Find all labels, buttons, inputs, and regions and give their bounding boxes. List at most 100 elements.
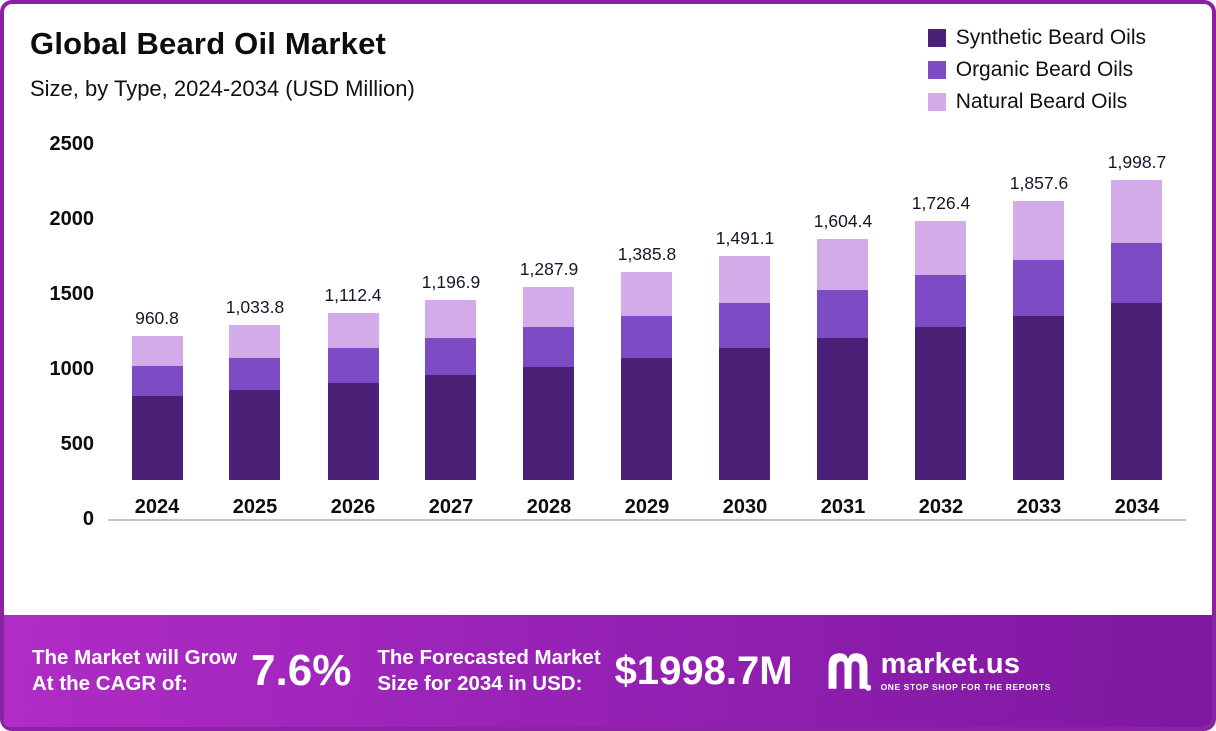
stacked-bar (229, 324, 281, 480)
chart-subtitle: Size, by Type, 2024-2034 (USD Million) (30, 76, 415, 101)
bar-segment-organic (327, 348, 379, 383)
bar-column: 960.8 2024 (108, 105, 206, 519)
bar-column: 1,196.9 2027 (402, 105, 500, 519)
x-axis-label: 2026 (330, 496, 376, 518)
bar-value-label: 1,196.9 (421, 272, 481, 293)
legend-swatch-organic (927, 61, 946, 79)
y-tick-label: 500 (60, 433, 94, 455)
bar-segment-natural (1013, 201, 1065, 260)
bar-segment-natural (915, 221, 967, 276)
bar-value-label: 1,287.9 (519, 258, 579, 279)
brand-group: market.us ONE STOP SHOP FOR THE REPORTS (825, 648, 1051, 694)
legend-item: Synthetic Beard Oils (927, 26, 1146, 50)
bar-segment-organic (719, 303, 771, 348)
plot: 960.8 2024 1,033.8 2025 1,112.4 2026 1,196.9 20… (108, 144, 1186, 615)
x-axis-label: 2028 (526, 496, 572, 518)
cagr-label-line2: At the CAGR of: (32, 672, 189, 695)
y-tick-label: 2000 (49, 208, 95, 230)
stacked-bar (425, 300, 477, 480)
x-axis-label: 2025 (232, 496, 278, 518)
bar-segment-synthetic (425, 375, 477, 480)
bar-segment-organic (131, 366, 183, 396)
stacked-bar (719, 256, 771, 480)
bar-value-label: 1,726.4 (911, 193, 971, 214)
legend-swatch-natural (927, 93, 946, 111)
stacked-bar (915, 221, 967, 480)
bar-column: 1,033.8 2025 (206, 105, 304, 519)
bar-column: 1,857.6 2033 (990, 105, 1088, 519)
forecast-label: The Forecasted Market Size for 2034 in U… (377, 645, 600, 696)
stacked-bar (327, 313, 379, 480)
bar-column: 1,287.9 2028 (500, 105, 598, 519)
bar-column: 1,112.4 2026 (304, 105, 402, 519)
title-block: Global Beard Oil Market Size, by Type, 2… (30, 20, 415, 102)
footer-banner: The Market will Grow At the CAGR of: 7.6… (4, 615, 1212, 727)
x-axis-label: 2032 (918, 496, 964, 518)
stacked-bar (523, 286, 575, 480)
bar-segment-synthetic (1111, 303, 1163, 480)
chart-title: Global Beard Oil Market (30, 26, 387, 61)
bar-segment-natural (817, 239, 869, 290)
stacked-bar (1111, 180, 1163, 480)
forecast-label-line1: The Forecasted Market (377, 646, 601, 670)
x-axis-label: 2029 (624, 496, 670, 518)
bar-segment-organic (1111, 243, 1163, 303)
bars-row: 960.8 2024 1,033.8 2025 1,112.4 2026 1,196.9 20… (108, 144, 1186, 519)
bar-segment-natural (719, 256, 771, 303)
stacked-bar (131, 335, 183, 480)
bar-value-label: 960.8 (135, 307, 179, 328)
y-tick-label: 1500 (49, 283, 95, 305)
legend: Synthetic Beard Oils Organic Beard Oils … (927, 26, 1146, 114)
legend-label: Synthetic Beard Oils (955, 26, 1146, 49)
stacked-bar (621, 272, 673, 480)
bar-value-label: 1,112.4 (324, 285, 382, 306)
bar-segment-synthetic (719, 348, 771, 480)
bar-value-label: 1,033.8 (225, 296, 285, 317)
bar-column: 1,726.4 2032 (892, 105, 990, 519)
cagr-label: The Market will Grow At the CAGR of: (32, 645, 237, 696)
x-axis-line (108, 519, 1186, 521)
bar-segment-synthetic (1013, 315, 1065, 480)
bar-segment-natural (523, 286, 575, 328)
legend-item: Natural Beard Oils (927, 90, 1146, 114)
legend-label: Natural Beard Oils (955, 90, 1128, 113)
bar-segment-synthetic (131, 396, 183, 480)
legend-label: Organic Beard Oils (955, 58, 1134, 81)
bar-segment-natural (327, 313, 379, 348)
bar-segment-organic (817, 289, 869, 339)
bar-value-label: 1,857.6 (1009, 173, 1069, 194)
bar-segment-natural (131, 335, 183, 366)
x-axis-label: 2034 (1114, 496, 1160, 518)
bar-segment-organic (425, 338, 477, 375)
bar-segment-organic (1013, 259, 1065, 316)
bar-column: 1,604.4 2031 (794, 105, 892, 519)
bar-segment-organic (523, 327, 575, 367)
bar-segment-organic (621, 315, 673, 358)
bar-segment-organic (915, 275, 967, 327)
x-axis-label: 2030 (722, 496, 768, 518)
x-axis-label: 2031 (820, 496, 866, 518)
y-tick-label: 1000 (49, 358, 95, 380)
chart-area: 0 500 1000 1500 2000 2500 960.8 2024 1,033.8 202… (30, 133, 1186, 615)
bar-segment-synthetic (817, 338, 869, 480)
x-axis-label: 2033 (1016, 496, 1062, 518)
bar-value-label: 1,385.8 (617, 244, 677, 265)
x-axis-label: 2024 (134, 496, 180, 518)
brand-tagline: ONE STOP SHOP FOR THE REPORTS (880, 682, 1052, 693)
forecast-value: $1998.7M (614, 648, 793, 693)
y-tick-label: 2500 (49, 133, 95, 155)
bar-segment-natural (621, 272, 673, 316)
y-tick-label: 0 (82, 508, 94, 530)
brand-text: market.us ONE STOP SHOP FOR THE REPORTS (881, 650, 1051, 692)
legend-swatch-synthetic (927, 29, 946, 47)
y-axis: 0 500 1000 1500 2000 2500 (30, 133, 108, 530)
cagr-label-line1: The Market will Grow (32, 646, 238, 670)
header: Global Beard Oil Market Size, by Type, 2… (30, 20, 1186, 114)
bar-value-label: 1,491.1 (715, 228, 775, 249)
x-axis-label: 2027 (428, 496, 474, 518)
cagr-value: 7.6% (251, 646, 352, 695)
stacked-bar (1013, 201, 1065, 480)
bar-column: 1,385.8 2029 (598, 105, 696, 519)
chart-section: Global Beard Oil Market Size, by Type, 2… (4, 4, 1212, 615)
